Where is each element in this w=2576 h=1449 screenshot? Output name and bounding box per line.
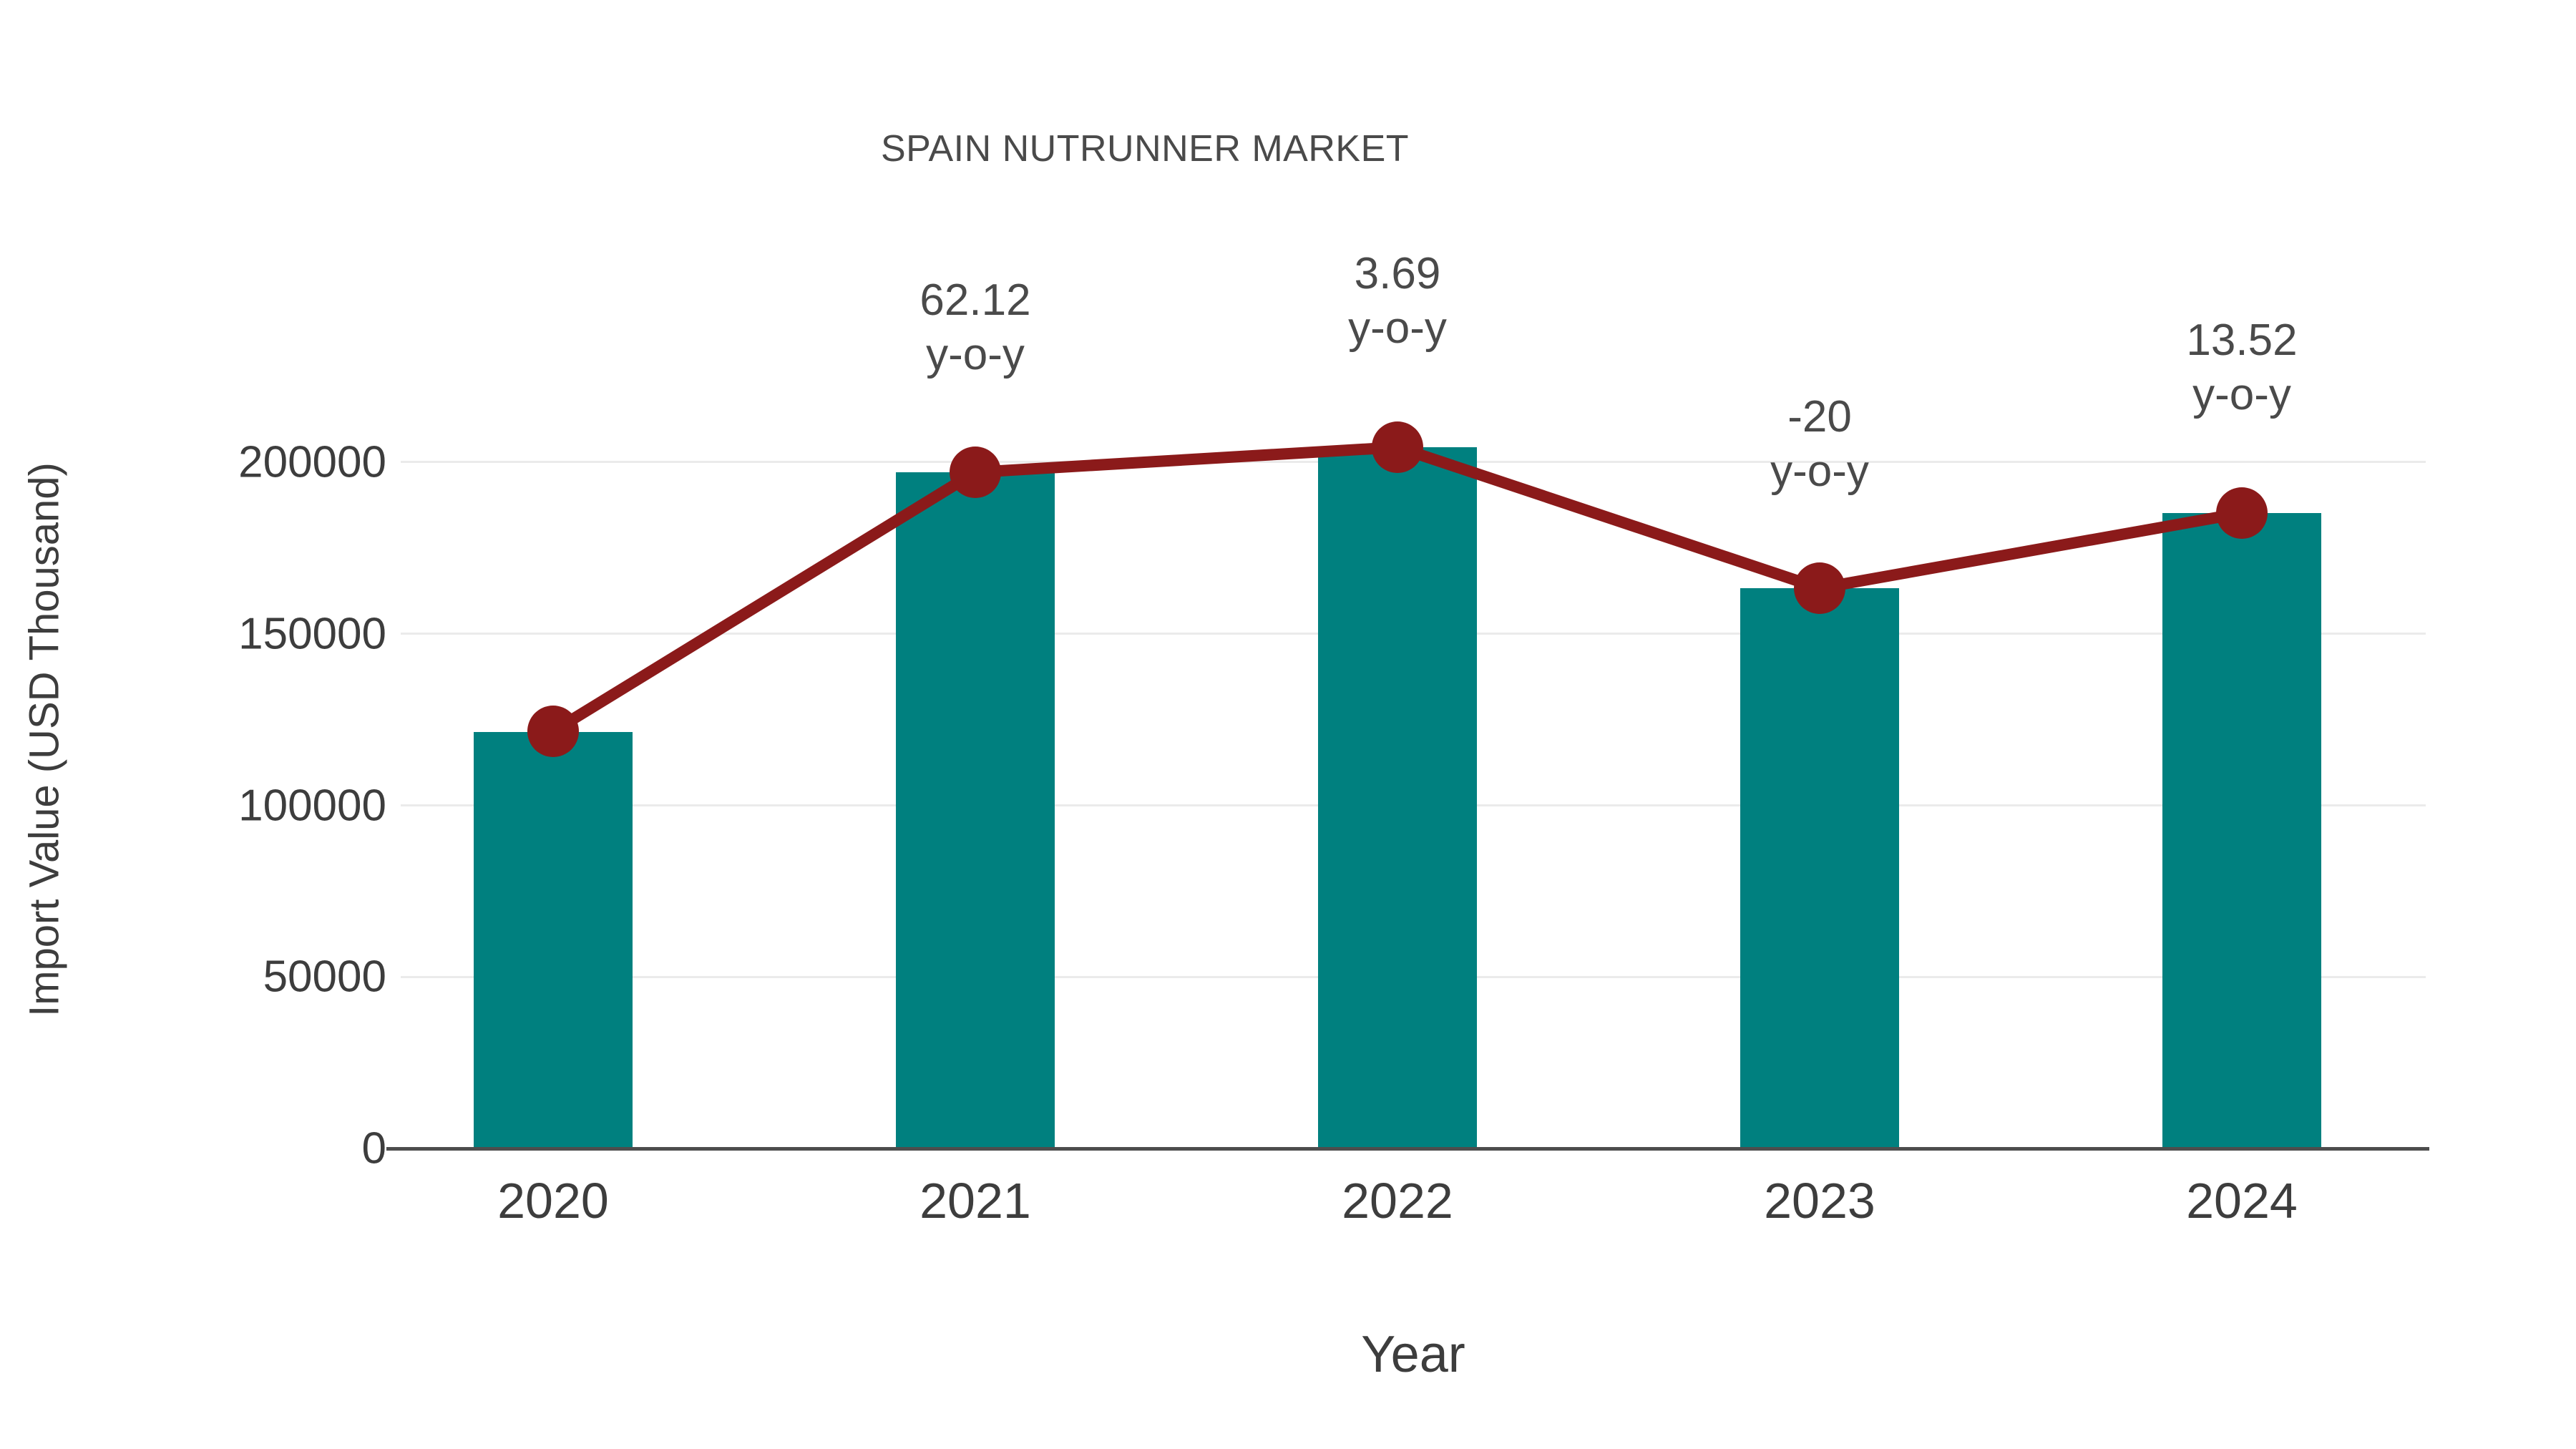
annotation-2022-value: 3.69 (1354, 249, 1441, 298)
x-axis-line (386, 1147, 2429, 1151)
y-tick-label-200000: 200000 (238, 437, 386, 487)
plot-area (401, 444, 2426, 1148)
annotation-2021-value: 62.12 (919, 275, 1031, 325)
y-tick-label-150000: 150000 (238, 609, 386, 659)
annotation-2021-suffix: y-o-y (926, 329, 1025, 379)
y-tick-label-50000: 50000 (263, 952, 386, 1002)
x-tick-label-2023: 2023 (1764, 1173, 1875, 1229)
x-tick-label-2024: 2024 (2186, 1173, 2298, 1229)
annotation-2023-suffix: y-o-y (1770, 446, 1869, 496)
annotation-2022-suffix: y-o-y (1348, 303, 1447, 353)
x-axis-title: Year (1361, 1326, 1465, 1383)
bar-2024[interactable] (2162, 513, 2321, 1148)
y-tick-label-0: 0 (361, 1123, 386, 1174)
y-tick-label-100000: 100000 (238, 781, 386, 831)
annotation-2023-value: -20 (1787, 392, 1852, 441)
chart-title: SPAIN NUTRUNNER MARKET (880, 128, 1410, 170)
annotation-2024-suffix: y-o-y (2192, 369, 2291, 419)
x-tick-label-2021: 2021 (919, 1173, 1031, 1229)
x-tick-label-2022: 2022 (1342, 1173, 1453, 1229)
bar-2023[interactable] (1740, 588, 1899, 1148)
annotation-2023: -20 y-o-y (1662, 390, 1977, 498)
annotation-2021: 62.12 y-o-y (818, 273, 1133, 381)
annotation-2024: 13.52 y-o-y (2084, 313, 2399, 421)
bar-2020[interactable] (474, 732, 633, 1148)
bar-2022[interactable] (1318, 447, 1477, 1148)
x-tick-label-2020: 2020 (497, 1173, 609, 1229)
bar-2021[interactable] (896, 472, 1055, 1148)
annotation-2024-value: 13.52 (2186, 316, 2298, 365)
annotation-2022: 3.69 y-o-y (1240, 247, 1555, 355)
